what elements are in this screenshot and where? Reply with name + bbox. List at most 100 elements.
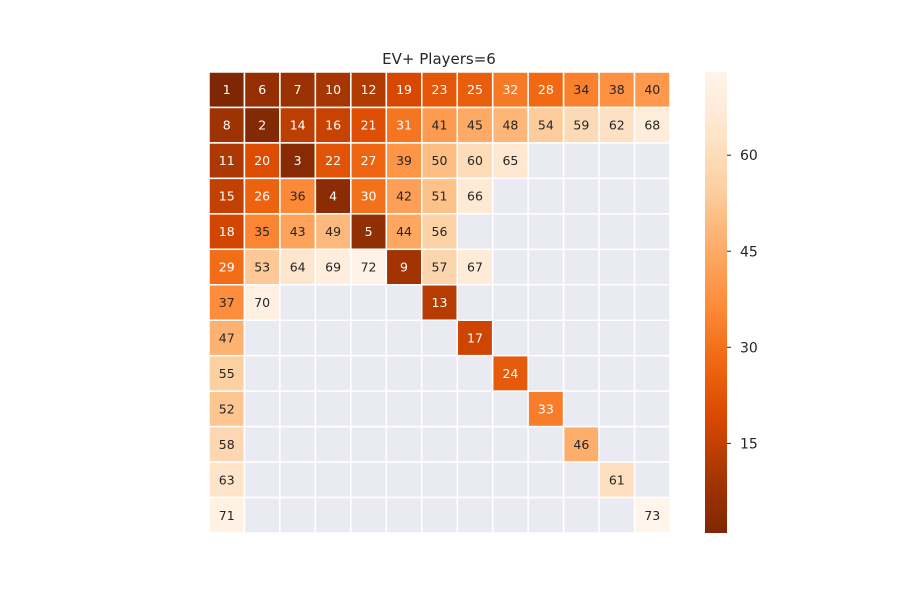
- cell-value-label: 42: [396, 189, 412, 204]
- heatmap-cell-empty: [527, 142, 565, 180]
- heatmap-cell-empty: [456, 496, 494, 534]
- heatmap-cell-empty: [350, 390, 388, 428]
- heatmap-cell-empty: [598, 425, 636, 463]
- cell-value-label: 65: [502, 153, 518, 168]
- heatmap-cell-empty: [562, 390, 600, 428]
- heatmap-cell-empty: [385, 425, 423, 463]
- chart-title: EV+ Players=6: [382, 50, 496, 68]
- heatmap-cell-empty: [421, 496, 458, 534]
- heatmap-cell-empty: [527, 248, 565, 286]
- heatmap-cell: [279, 248, 317, 286]
- heatmap-cell-empty: [243, 425, 281, 463]
- colorbar: [705, 72, 727, 533]
- heatmap-cell: [279, 213, 317, 251]
- cell-value-label: 60: [467, 153, 483, 168]
- cell-value-label: 47: [219, 330, 235, 345]
- cell-value-label: 30: [361, 189, 377, 204]
- heatmap-cell: [456, 248, 494, 286]
- heatmap-cell-empty: [279, 390, 317, 428]
- heatmap-cell-empty: [421, 319, 458, 357]
- heatmap-cell-empty: [385, 319, 423, 357]
- heatmap-cell: [527, 71, 565, 109]
- heatmap-cell-empty: [633, 390, 671, 428]
- heatmap-cell-empty: [350, 461, 388, 499]
- cell-value-label: 52: [219, 401, 235, 416]
- colorbar-tick-label: 60: [740, 148, 758, 164]
- heatmap-cell-empty: [456, 354, 494, 392]
- cell-value-label: 31: [396, 118, 412, 133]
- heatmap-cell-empty: [243, 390, 281, 428]
- cell-value-label: 21: [361, 118, 377, 133]
- heatmap-cell-empty: [598, 142, 636, 180]
- heatmap-cell-empty: [491, 284, 529, 321]
- cell-value-label: 51: [432, 189, 448, 204]
- heatmap-cell: [421, 106, 458, 144]
- cell-value-label: 73: [644, 508, 660, 523]
- cell-value-label: 55: [219, 366, 235, 381]
- heatmap-cell-empty: [562, 248, 600, 286]
- cell-value-label: 16: [325, 118, 341, 133]
- cell-value-label: 56: [432, 224, 448, 239]
- cell-value-label: 2: [258, 118, 266, 133]
- heatmap-cells: [208, 71, 671, 534]
- cell-value-label: 7: [294, 82, 302, 97]
- heatmap-cell-empty: [562, 142, 600, 180]
- heatmap-cell-empty: [456, 461, 494, 499]
- heatmap-cell-empty: [491, 248, 529, 286]
- heatmap-cell-empty: [598, 248, 636, 286]
- heatmap-cell-empty: [350, 425, 388, 463]
- cell-value-label: 66: [467, 189, 483, 204]
- colorbar-ticks: 15 30 45 60: [727, 148, 758, 452]
- heatmap-cell-empty: [633, 284, 671, 321]
- heatmap-cell-empty: [491, 319, 529, 357]
- heatmap-cell-empty: [350, 319, 388, 357]
- cell-value-label: 37: [219, 295, 235, 310]
- heatmap-cell-empty: [562, 496, 600, 534]
- heatmap-cell-empty: [527, 319, 565, 357]
- cell-value-label: 70: [254, 295, 270, 310]
- cell-value-label: 58: [219, 437, 235, 452]
- heatmap-cell-empty: [598, 319, 636, 357]
- cell-value-label: 71: [219, 508, 235, 523]
- heatmap-cell-empty: [491, 496, 529, 534]
- cell-value-label: 13: [432, 295, 448, 310]
- heatmap-cell: [633, 496, 671, 534]
- cell-value-label: 54: [538, 118, 554, 133]
- heatmap-cell-empty: [633, 213, 671, 251]
- heatmap-cell-empty: [527, 177, 565, 215]
- heatmap-cell: [350, 142, 388, 180]
- cell-value-label: 22: [325, 153, 341, 168]
- heatmap-cell-empty: [562, 461, 600, 499]
- heatmap-cell-empty: [633, 248, 671, 286]
- heatmap-cell-empty: [562, 284, 600, 321]
- cell-value-label: 10: [325, 82, 341, 97]
- heatmap-cell-empty: [314, 354, 352, 392]
- heatmap-cell-empty: [562, 213, 600, 251]
- cell-value-label: 12: [361, 82, 377, 97]
- cell-value-label: 17: [467, 330, 483, 345]
- heatmap-cell-empty: [633, 142, 671, 180]
- cell-value-label: 4: [329, 189, 337, 204]
- colorbar-tick-label: 45: [740, 244, 758, 260]
- cell-value-label: 68: [644, 118, 660, 133]
- heatmap-cell-empty: [527, 213, 565, 251]
- cell-value-label: 5: [365, 224, 373, 239]
- heatmap-cell-empty: [243, 496, 281, 534]
- cell-value-label: 53: [254, 260, 270, 275]
- heatmap-cell-empty: [456, 213, 494, 251]
- cell-value-label: 72: [361, 260, 377, 275]
- heatmap-cell-empty: [491, 461, 529, 499]
- cell-value-label: 41: [432, 118, 448, 133]
- heatmap-cell-empty: [598, 284, 636, 321]
- heatmap-cell: [279, 106, 317, 144]
- cell-value-label: 20: [254, 153, 270, 168]
- cell-value-label: 45: [467, 118, 483, 133]
- heatmap-cell-empty: [350, 284, 388, 321]
- heatmap-cell: [421, 248, 458, 286]
- heatmap-cell-empty: [598, 177, 636, 215]
- heatmap-cell-empty: [243, 319, 281, 357]
- heatmap-cell-empty: [491, 425, 529, 463]
- heatmap-cell-empty: [314, 284, 352, 321]
- heatmap-cell-empty: [527, 425, 565, 463]
- heatmap-cell-empty: [456, 425, 494, 463]
